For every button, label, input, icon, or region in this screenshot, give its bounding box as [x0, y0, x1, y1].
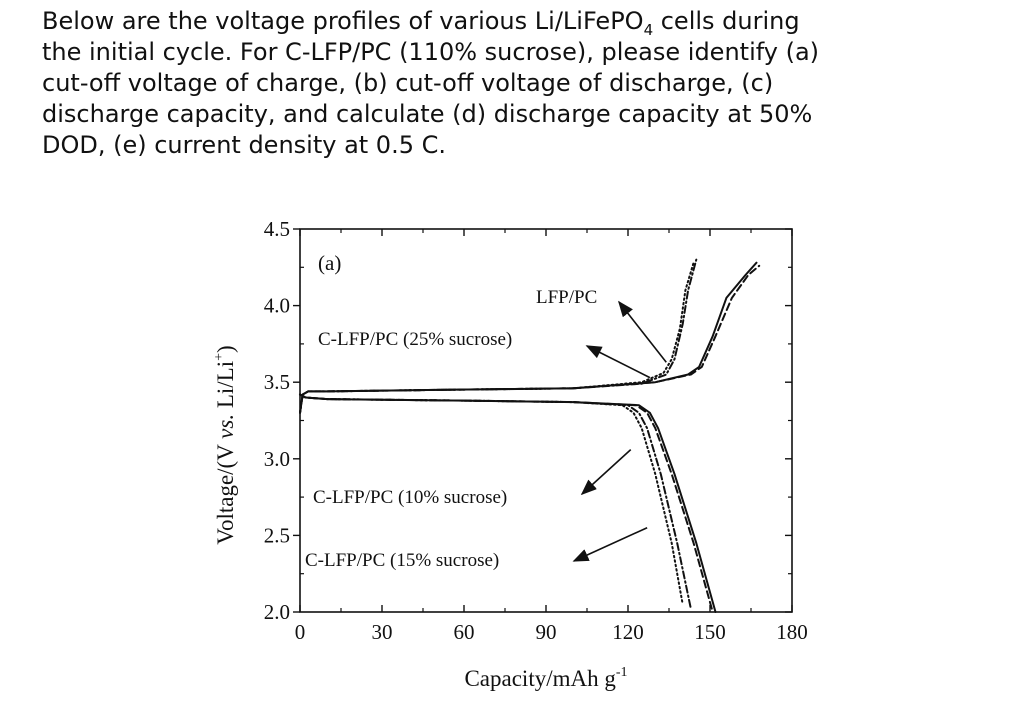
x-tick-label: 90	[536, 620, 557, 644]
y-axis-title-unit: Li/Li	[213, 361, 238, 414]
y-axis-title: Voltage/(V vs. Li/Li+)	[212, 345, 238, 544]
question-line-4: discharge capacity, and calculate (d) di…	[42, 100, 813, 128]
x-tick-label: 150	[694, 620, 726, 644]
x-tick-label: 180	[776, 620, 808, 644]
series-layer	[299, 258, 761, 613]
x-axis-title: Capacity/mAh g-1	[464, 665, 627, 691]
plot-frame: 0 30 60 90 120 150 180 2.0 2.5 3.0 3.5 4.0 4.5	[264, 217, 808, 644]
question-text: Below are the voltage profiles of variou…	[42, 6, 1002, 161]
y-axis-title-superscript: +	[212, 353, 227, 361]
series-line-charge	[299, 264, 761, 414]
y-tick-label: 4.5	[264, 217, 290, 241]
x-tick-label: 0	[295, 620, 306, 644]
y-tick-label: 3.0	[264, 447, 290, 471]
annotation-label: C-LFP/PC (15% sucrose)	[305, 550, 499, 571]
x-tick-label: 30	[372, 620, 393, 644]
y-axis-title-close: )	[213, 345, 238, 353]
x-axis-title-superscript: -1	[616, 665, 628, 680]
annotation-layer: LFP/PC C-LFP/PC (25% sucrose) C-LFP/PC (10…	[305, 287, 667, 571]
annotation-arrow	[580, 449, 632, 496]
series-line-discharge	[299, 393, 717, 613]
y-tick-label: 2.0	[264, 600, 290, 624]
panel-label: (a)	[318, 251, 341, 275]
annotation-arrow	[572, 527, 648, 562]
annotation-label: LFP/PC	[536, 287, 597, 308]
annotation-arrow	[585, 345, 651, 379]
question-line-5: DOD, (e) current density at 0.5 C.	[42, 131, 446, 159]
question-line-3: cut-off voltage of charge, (b) cut-off v…	[42, 69, 774, 97]
x-tick-label: 120	[612, 620, 644, 644]
y-tick-label: 4.0	[264, 294, 290, 318]
y-tick-label: 2.5	[264, 523, 290, 547]
x-tick-label: 60	[454, 620, 475, 644]
y-tick-label: 3.5	[264, 370, 290, 394]
question-line-1: Below are the voltage profiles of variou…	[42, 7, 800, 39]
annotation-arrow	[618, 300, 667, 363]
annotation-label: C-LFP/PC (10% sucrose)	[313, 487, 507, 508]
question-line-2: the initial cycle. For C-LFP/PC (110% su…	[42, 38, 820, 66]
y-axis-title-vs: vs.	[213, 414, 238, 439]
y-axis-title-text: Voltage/(V	[213, 439, 238, 545]
subscript-4: 4	[643, 20, 654, 39]
x-axis-title-text: Capacity/mAh g	[464, 666, 616, 691]
annotation-label: C-LFP/PC (25% sucrose)	[318, 329, 512, 350]
series-line-discharge	[299, 393, 714, 613]
